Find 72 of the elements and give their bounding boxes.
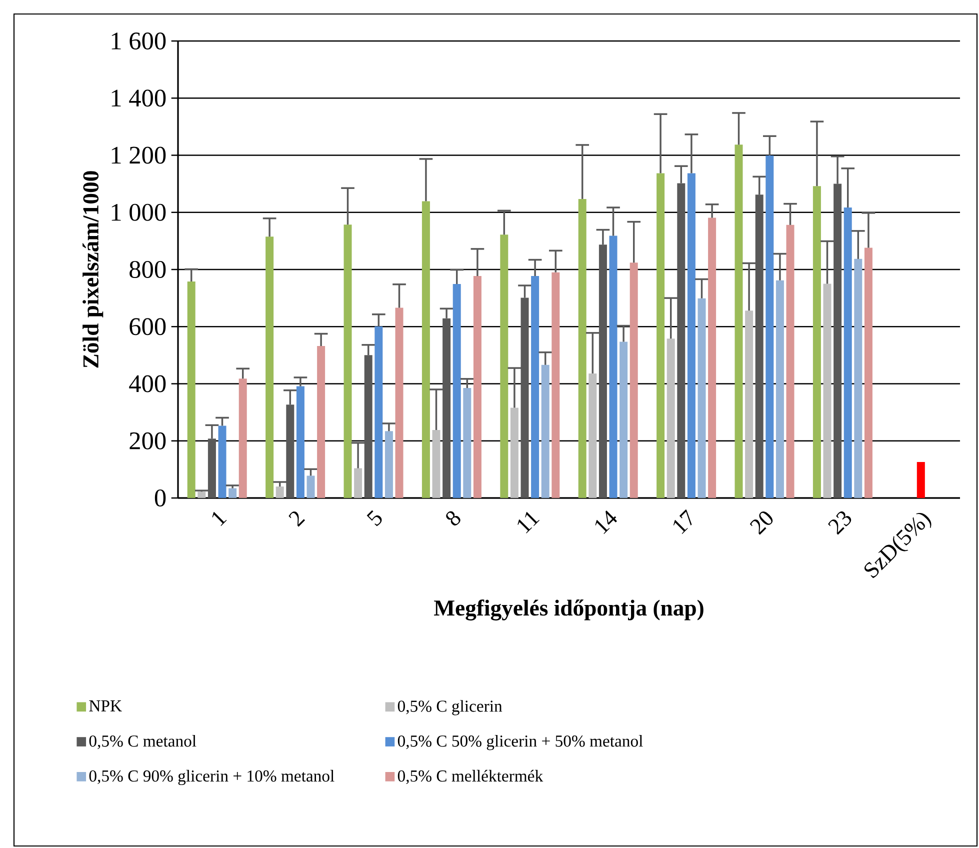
bar xyxy=(656,173,665,498)
x-tick-label: 20 xyxy=(750,512,773,535)
bar xyxy=(198,492,206,498)
bar xyxy=(864,248,872,498)
bar xyxy=(734,144,743,498)
bar xyxy=(698,298,706,498)
x-tick-label: 2 xyxy=(288,511,306,527)
bar xyxy=(541,364,550,498)
y-tick-label: 0 xyxy=(154,489,166,507)
bar xyxy=(708,218,716,498)
x-axis-title: Megfigyelés időpontja (nap) xyxy=(434,599,704,620)
x-tick-label: 17 xyxy=(673,509,692,534)
bar xyxy=(630,262,638,498)
bar xyxy=(666,338,675,498)
legend-label: 0,5% C 50% glicerin + 50% metanol xyxy=(398,734,643,750)
y-tick-label: 1 600 xyxy=(112,32,166,50)
y-tick-label: 1 000 xyxy=(112,204,166,221)
bar xyxy=(228,488,237,498)
bar xyxy=(463,388,472,498)
bar xyxy=(531,276,540,498)
bar xyxy=(588,373,597,498)
bar xyxy=(374,326,383,498)
bar xyxy=(854,258,862,498)
bar xyxy=(306,476,315,498)
bar xyxy=(844,208,852,498)
bar xyxy=(238,378,247,498)
bar xyxy=(473,276,482,498)
bar xyxy=(422,201,430,498)
bar xyxy=(510,408,518,498)
y-tick-label: 200 xyxy=(130,432,166,450)
x-tick-label: 23 xyxy=(828,511,852,535)
bar xyxy=(500,234,508,498)
y-tick-label: 1 400 xyxy=(112,90,166,107)
bar xyxy=(384,431,393,498)
legend-label: 0,5% C melléktermék xyxy=(398,770,544,784)
bar xyxy=(296,386,304,498)
y-tick-label: 600 xyxy=(130,318,166,336)
bar xyxy=(916,462,925,498)
x-tick-label: 5 xyxy=(366,510,382,526)
bar xyxy=(609,236,618,498)
legend-label: NPK xyxy=(89,700,122,712)
bar xyxy=(354,468,362,498)
legend-label: 0,5% C metanol xyxy=(89,734,196,750)
x-tick-label: 8 xyxy=(446,511,460,526)
y-tick-label: 800 xyxy=(130,260,166,278)
y-tick-label: 400 xyxy=(129,375,166,392)
bar xyxy=(317,346,326,498)
bar xyxy=(620,342,628,498)
bar xyxy=(766,156,774,498)
bar xyxy=(552,272,560,498)
bar xyxy=(266,236,274,498)
bar xyxy=(687,173,696,498)
bar xyxy=(218,426,226,498)
bar xyxy=(578,198,586,498)
bar xyxy=(786,224,794,498)
legend-label: 0,5% C glicerin xyxy=(398,700,502,716)
bar xyxy=(745,310,754,498)
y-axis-title: Zöld pixelszám/1000 xyxy=(82,171,104,368)
bar xyxy=(452,284,461,498)
y-tick-label: 1 200 xyxy=(112,146,166,164)
x-tick-label: 14 xyxy=(595,510,618,534)
bar xyxy=(823,284,832,498)
x-tick-label: 11 xyxy=(518,512,540,534)
legend-label: 0,5% C 90% glicerin + 10% metanol xyxy=(89,770,334,786)
bar xyxy=(276,486,284,498)
bar xyxy=(395,308,404,498)
x-tick-label: 1 xyxy=(212,512,227,526)
bar xyxy=(432,430,440,498)
bar xyxy=(776,280,784,498)
bar xyxy=(812,186,821,498)
bar xyxy=(187,281,196,498)
bar xyxy=(344,224,352,498)
